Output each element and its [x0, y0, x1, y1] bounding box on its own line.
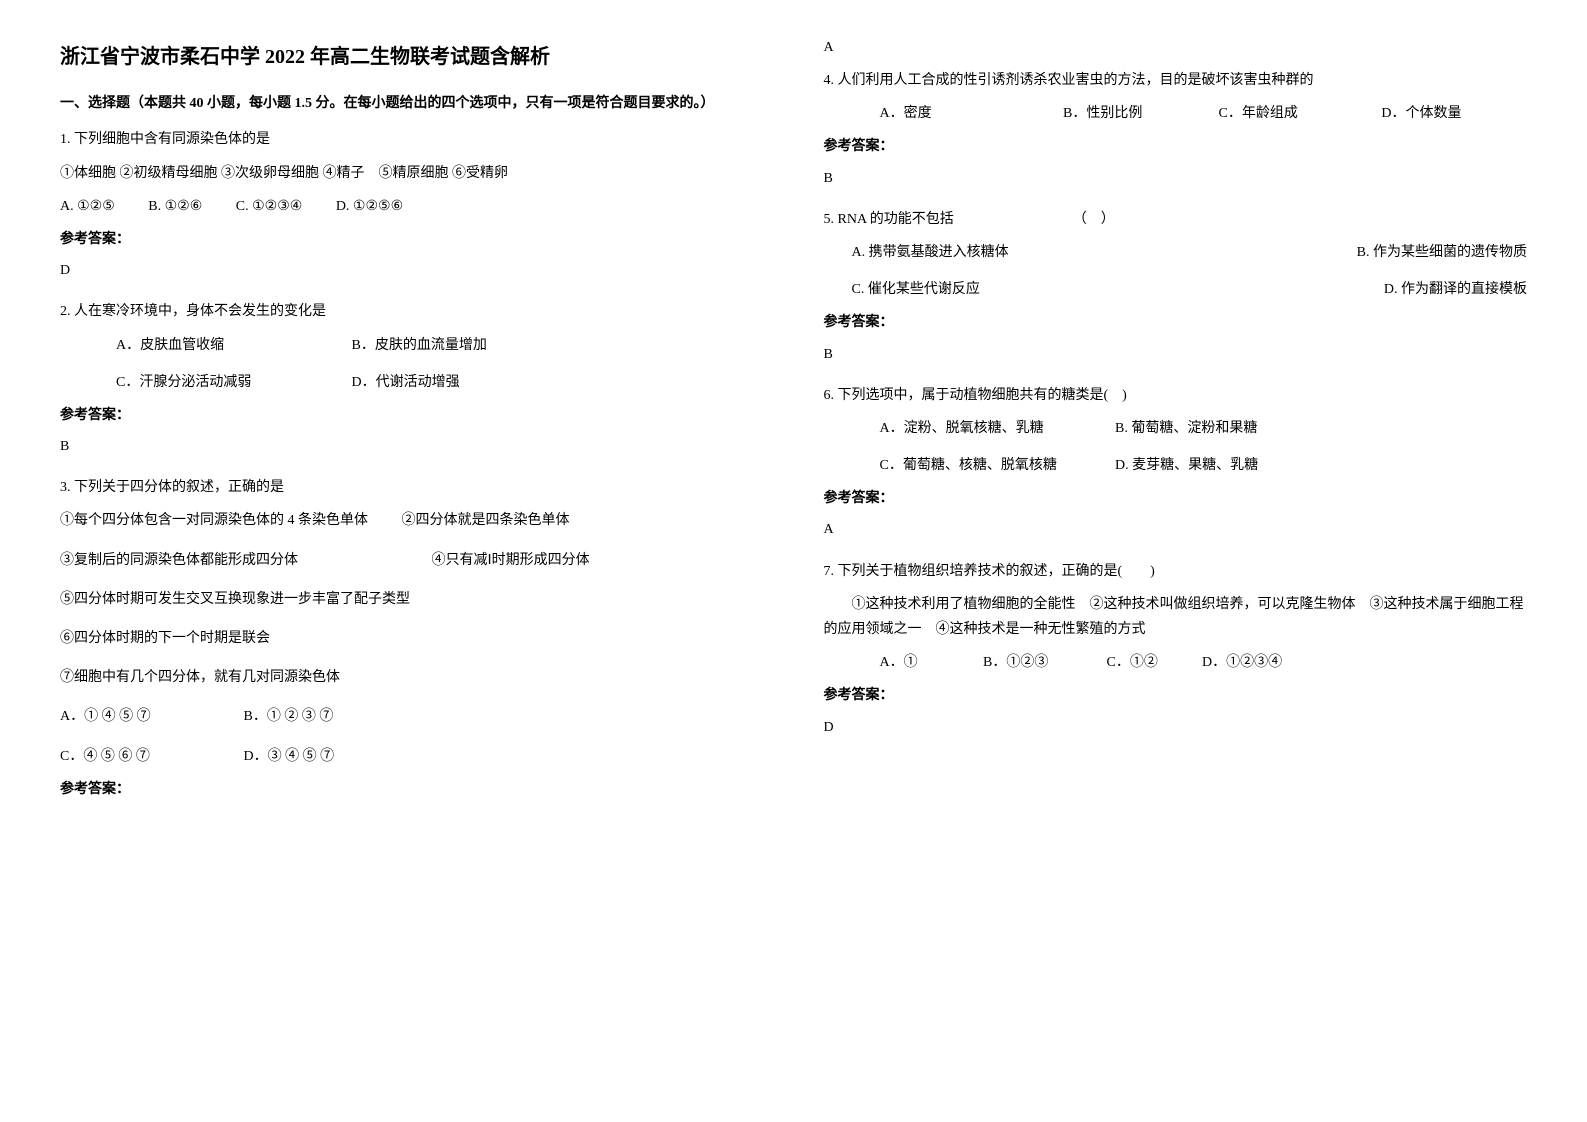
- page-container: 浙江省宁波市柔石中学 2022 年高二生物联考试题含解析 一、选择题（本题共 4…: [60, 40, 1527, 818]
- question-text: 4. 人们利用人工合成的性引诱剂诱杀农业害虫的方法，目的是破坏该害虫种群的: [824, 68, 1528, 93]
- answer-label: 参考答案：: [824, 486, 1528, 511]
- question-options: A. 携带氨基酸进入核糖体 B. 作为某些细菌的遗传物质 C. 催化某些代谢反应…: [824, 240, 1528, 302]
- option-b: B. 作为某些细菌的遗传物质: [1329, 240, 1527, 265]
- right-column: A 4. 人们利用人工合成的性引诱剂诱杀农业害虫的方法，目的是破坏该害虫种群的 …: [824, 40, 1528, 818]
- option-d: D．①②③④: [1202, 655, 1282, 670]
- question-options: A．淀粉、脱氧核糖、乳糖 B. 葡萄糖、淀粉和果糖 C．葡萄糖、核糖、脱氧核糖 …: [824, 416, 1528, 478]
- option-a: A．淀粉、脱氧核糖、乳糖: [852, 416, 1112, 441]
- statement-row: ①每个四分体包含一对同源染色体的 4 条染色单体 ②四分体就是四条染色单体: [60, 508, 764, 533]
- statement-3: ③复制后的同源染色体都能形成四分体: [60, 553, 298, 568]
- answer-value: B: [60, 434, 764, 459]
- option-c: C．年龄组成: [1219, 106, 1298, 121]
- option-b: B．性别比例: [1035, 101, 1215, 126]
- option-c: C. ①②③④: [236, 194, 303, 219]
- option-a: A. 携带氨基酸进入核糖体: [852, 245, 1009, 260]
- question-6: 6. 下列选项中，属于动植物细胞共有的糖类是( ) A．淀粉、脱氧核糖、乳糖 B…: [824, 383, 1528, 543]
- question-text: 5. RNA 的功能不包括 （ ）: [824, 207, 1528, 232]
- question-subitems: ①这种技术利用了植物细胞的全能性 ②这种技术叫做组织培养，可以克隆生物体 ③这种…: [824, 592, 1528, 642]
- answer-value: B: [824, 166, 1528, 191]
- option-c: C．④ ⑤ ⑥ ⑦: [60, 744, 240, 769]
- statement-4: ④只有减Ⅰ时期形成四分体: [432, 553, 590, 568]
- option-c: C．①②: [1079, 650, 1199, 675]
- statement-7: ⑦细胞中有几个四分体，就有几对同源染色体: [60, 665, 764, 690]
- question-7: 7. 下列关于植物组织培养技术的叙述，正确的是( ) ①这种技术利用了植物细胞的…: [824, 559, 1528, 740]
- exam-title: 浙江省宁波市柔石中学 2022 年高二生物联考试题含解析: [60, 40, 764, 69]
- option-d: D. 麦芽糖、果糖、乳糖: [1115, 458, 1258, 473]
- question-text: 7. 下列关于植物组织培养技术的叙述，正确的是( ): [824, 559, 1528, 584]
- question-options: A. ①②⑤ B. ①②⑥ C. ①②③④ D. ①②⑤⑥: [60, 194, 764, 219]
- question-text: 2. 人在寒冷环境中，身体不会发生的变化是: [60, 299, 764, 324]
- option-b: B. 葡萄糖、淀粉和果糖: [1115, 421, 1257, 436]
- question-text: 3. 下列关于四分体的叙述，正确的是: [60, 475, 764, 500]
- answer-value: D: [824, 715, 1528, 740]
- question-subitems: ①体细胞 ②初级精母细胞 ③次级卵母细胞 ④精子 ⑤精原细胞 ⑥受精卵: [60, 161, 764, 186]
- statement-1: ①每个四分体包含一对同源染色体的 4 条染色单体: [60, 513, 368, 528]
- option-d: D. 作为翻译的直接模板: [1356, 277, 1527, 302]
- section-header: 一、选择题（本题共 40 小题，每小题 1.5 分。在每小题给出的四个选项中，只…: [60, 93, 764, 115]
- option-d: D．个体数量: [1381, 106, 1461, 121]
- option-c: C．葡萄糖、核糖、脱氧核糖: [852, 453, 1112, 478]
- left-column: 浙江省宁波市柔石中学 2022 年高二生物联考试题含解析 一、选择题（本题共 4…: [60, 40, 764, 818]
- question-options: A．① ④ ⑤ ⑦ B．① ② ③ ⑦ C．④ ⑤ ⑥ ⑦ D．③ ④ ⑤ ⑦: [60, 704, 764, 768]
- statement-row: ③复制后的同源染色体都能形成四分体 ④只有减Ⅰ时期形成四分体: [60, 548, 764, 573]
- question-5: 5. RNA 的功能不包括 （ ） A. 携带氨基酸进入核糖体 B. 作为某些细…: [824, 207, 1528, 367]
- option-b: B. ①②⑥: [148, 194, 202, 219]
- question-4: 4. 人们利用人工合成的性引诱剂诱杀农业害虫的方法，目的是破坏该害虫种群的 A．…: [824, 68, 1528, 191]
- question-options: A．密度 B．性别比例 C．年龄组成 D．个体数量: [824, 101, 1528, 126]
- statement-2: ②四分体就是四条染色单体: [402, 513, 570, 528]
- question-3: 3. 下列关于四分体的叙述，正确的是 ①每个四分体包含一对同源染色体的 4 条染…: [60, 475, 764, 802]
- option-d: D．代谢活动增强: [352, 375, 460, 390]
- answer-label: 参考答案：: [60, 227, 764, 252]
- option-a: A．密度: [852, 101, 1032, 126]
- question-2: 2. 人在寒冷环境中，身体不会发生的变化是 A．皮肤血管收缩 B．皮肤的血流量增…: [60, 299, 764, 459]
- answer-value: A: [824, 517, 1528, 542]
- answer-label: 参考答案：: [824, 310, 1528, 335]
- option-b: B．①②③: [955, 650, 1075, 675]
- answer-value: B: [824, 342, 1528, 367]
- question-1: 1. 下列细胞中含有同源染色体的是 ①体细胞 ②初级精母细胞 ③次级卵母细胞 ④…: [60, 127, 764, 283]
- question-options: A．皮肤血管收缩 B．皮肤的血流量增加 C．汗腺分泌活动减弱 D．代谢活动增强: [60, 333, 764, 395]
- option-d: D. ①②⑤⑥: [336, 194, 403, 219]
- answer-label: 参考答案：: [824, 134, 1528, 159]
- question-text: 1. 下列细胞中含有同源染色体的是: [60, 127, 764, 152]
- option-c: C．汗腺分泌活动减弱: [88, 370, 348, 395]
- question-text: 6. 下列选项中，属于动植物细胞共有的糖类是( ): [824, 383, 1528, 408]
- q3-answer-value: A: [824, 40, 1528, 56]
- statement-6: ⑥四分体时期的下一个时期是联会: [60, 626, 764, 651]
- option-a: A. ①②⑤: [60, 194, 115, 219]
- answer-label: 参考答案：: [60, 777, 764, 802]
- question-options: A．① B．①②③ C．①② D．①②③④: [824, 650, 1528, 675]
- statement-5: ⑤四分体时期可发生交叉互换现象进一步丰富了配子类型: [60, 587, 764, 612]
- option-a: A．① ④ ⑤ ⑦: [60, 704, 240, 729]
- answer-value: D: [60, 258, 764, 283]
- answer-label: 参考答案：: [824, 683, 1528, 708]
- option-a: A．皮肤血管收缩: [88, 333, 348, 358]
- option-a: A．①: [852, 650, 952, 675]
- option-c: C. 催化某些代谢反应: [852, 282, 980, 297]
- option-d: D．③ ④ ⑤ ⑦: [244, 749, 335, 764]
- option-b: B．皮肤的血流量增加: [352, 338, 487, 353]
- answer-label: 参考答案：: [60, 403, 764, 428]
- option-b: B．① ② ③ ⑦: [244, 709, 334, 724]
